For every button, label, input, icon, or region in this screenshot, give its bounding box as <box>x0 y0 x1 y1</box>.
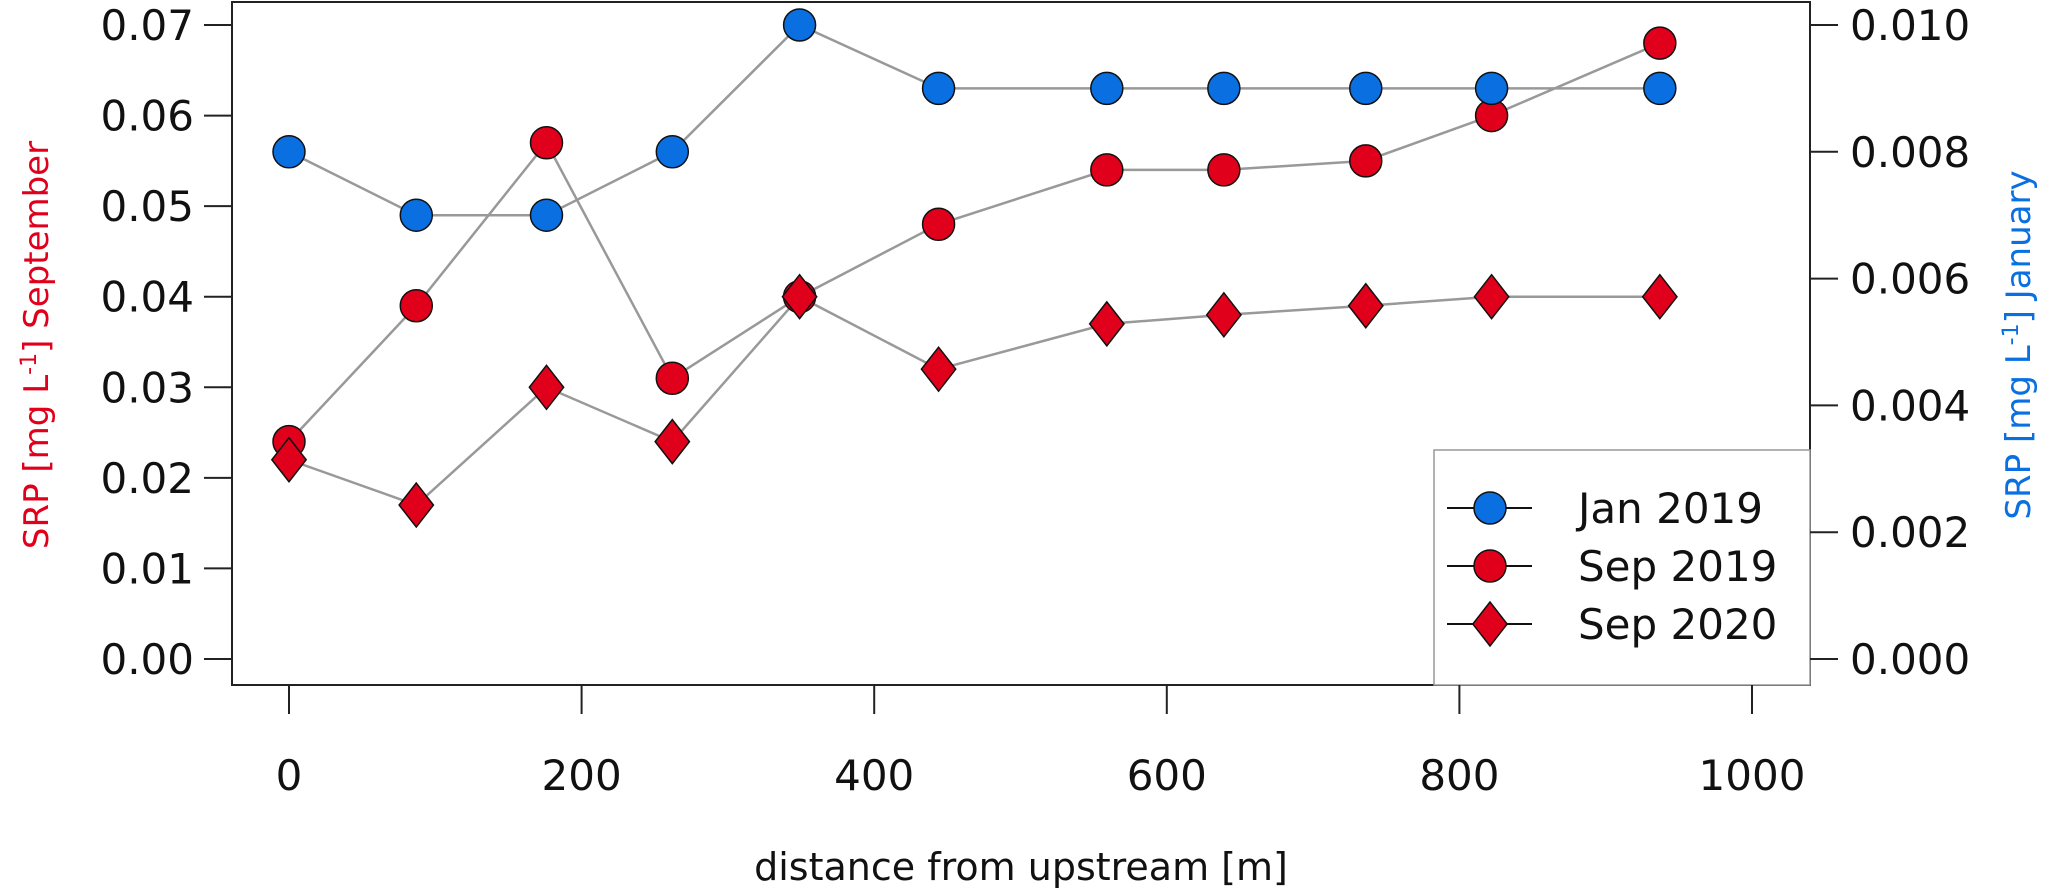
data-point-jan-2019 <box>655 135 690 169</box>
x-tick-label: 0 <box>276 751 303 800</box>
data-point-sep-2020 <box>1347 282 1384 329</box>
data-point-sep-2019 <box>655 361 690 395</box>
y-left-label-prefix: SRP [mg L <box>17 375 57 549</box>
data-point-sep-2019 <box>921 207 956 242</box>
data-point-sep-2020 <box>398 481 435 529</box>
data-point-sep-2020 <box>654 418 691 465</box>
legend-label: Jan 2019 <box>1575 484 1763 533</box>
data-point-jan-2019 <box>272 135 306 169</box>
y-right-label-prefix: SRP [mg L <box>1999 345 2039 519</box>
y-left-label-sup: -1 <box>17 353 42 375</box>
x-axis-label: distance from upstream [m] <box>754 845 1288 889</box>
axes: 0 200 400 600 800 1000 0.00 0.01 0.02 0.03 0.04 0.0… <box>100 1 1970 800</box>
legend-label: Sep 2020 <box>1578 600 1777 649</box>
plot-frame <box>231 1 1811 686</box>
y-left-tick-label: 0.04 <box>100 273 194 322</box>
y-left-tick-label: 0.07 <box>100 1 194 50</box>
series-lines <box>288 23 1661 507</box>
data-point-jan-2019 <box>782 8 817 42</box>
y-left-label-suffix: ] September <box>17 141 57 353</box>
data-point-sep-2019 <box>1349 144 1383 178</box>
y-right-tick-label: 0.008 <box>1850 128 1970 177</box>
data-point-jan-2019 <box>1474 71 1509 106</box>
series-line-jan-2019 <box>288 23 1660 217</box>
y-left-tick-label: 0.01 <box>100 544 194 593</box>
y-left-tick-label: 0.05 <box>100 182 194 231</box>
y-right-label-sup: -1 <box>1999 323 2024 345</box>
x-tick-label: 1000 <box>1699 751 1806 800</box>
legend-marker <box>1471 600 1509 648</box>
series-markers <box>270 8 1678 529</box>
data-point-sep-2019 <box>1643 26 1677 60</box>
y-right-tick-label: 0.010 <box>1850 1 1970 50</box>
data-point-sep-2020 <box>1473 273 1510 320</box>
y-axis-right-label: SRP [mg L-1] January <box>1999 170 2039 519</box>
y-axis-left-label: SRP [mg L-1] September <box>17 141 57 549</box>
data-point-sep-2019 <box>399 289 434 323</box>
data-point-sep-2019 <box>529 125 564 160</box>
series-line-sep-2019 <box>288 41 1661 443</box>
data-point-sep-2019 <box>1090 153 1124 187</box>
y-right-tick-label: 0.006 <box>1850 255 1970 304</box>
data-point-sep-2020 <box>528 364 565 411</box>
data-point-jan-2019 <box>1090 71 1124 106</box>
x-tick-label: 200 <box>542 751 622 800</box>
data-point-sep-2019 <box>1207 153 1241 187</box>
data-point-sep-2020 <box>1088 300 1125 348</box>
data-point-sep-2020 <box>1641 273 1678 320</box>
legend-label: Sep 2019 <box>1578 542 1777 591</box>
data-point-jan-2019 <box>921 71 956 106</box>
y-right-tick-label: 0.004 <box>1850 381 1970 430</box>
x-tick-label: 600 <box>1127 751 1207 800</box>
data-point-jan-2019 <box>529 198 564 232</box>
data-point-jan-2019 <box>1643 71 1677 106</box>
y-left-tick-label: 0.03 <box>100 363 194 412</box>
legend-marker <box>1473 491 1507 525</box>
legend: Jan 2019 Sep 2019 Sep 2020 <box>1433 449 1811 686</box>
legend-marker <box>1473 549 1507 583</box>
data-point-sep-2020 <box>1205 291 1242 339</box>
y-right-tick-label: 0.002 <box>1850 508 1970 557</box>
data-point-jan-2019 <box>1207 71 1241 106</box>
data-point-sep-2020 <box>270 436 308 483</box>
data-point-jan-2019 <box>1349 71 1383 106</box>
y-right-label-suffix: ] January <box>1999 170 2039 323</box>
y-left-tick-label: 0.00 <box>100 635 194 684</box>
y-left-tick-label: 0.02 <box>100 454 194 503</box>
data-point-jan-2019 <box>399 198 434 232</box>
y-right-tick-label: 0.000 <box>1850 635 1970 684</box>
x-tick-label: 400 <box>834 751 914 800</box>
x-tick-label: 800 <box>1419 751 1499 800</box>
y-left-tick-label: 0.06 <box>100 92 194 141</box>
data-point-sep-2020 <box>781 273 818 320</box>
data-point-sep-2020 <box>920 345 957 393</box>
